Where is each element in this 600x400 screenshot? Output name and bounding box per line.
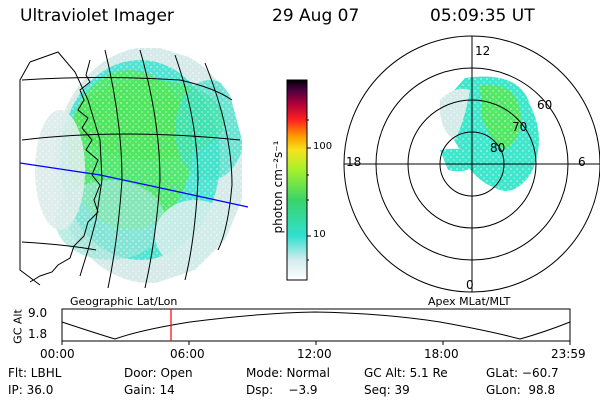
header-title: Ultraviolet Imager xyxy=(20,6,174,26)
info-ip: IP: 36.0 xyxy=(8,383,54,397)
altitude-ticks xyxy=(61,341,571,345)
info-seq: Seq: 39 xyxy=(364,383,410,397)
info-gain: Gain: 14 xyxy=(124,383,175,397)
altitude-tick-9: 9.0 xyxy=(28,306,48,320)
mlt-label-6: 6 xyxy=(578,155,586,169)
info-dsp: Dsp: −3.9 xyxy=(246,383,318,397)
time-tick-0000: 00:00 xyxy=(40,347,75,361)
colorbar-tick-100: 100 xyxy=(313,141,333,152)
apex-label: Apex MLat/MLT xyxy=(428,295,511,308)
info-glat: GLat: −60.7 xyxy=(486,366,559,380)
lat-label-80: 80 xyxy=(490,141,506,155)
info-gc-alt: GC Alt: 5.1 Re xyxy=(364,366,448,380)
lat-label-60: 60 xyxy=(537,98,553,112)
time-tick-2359: 23:59 xyxy=(551,347,586,361)
colorbar-tick-10: 10 xyxy=(313,229,326,240)
altitude-tick-1-8: 1.8 xyxy=(28,327,48,341)
altitude-plot-frame xyxy=(61,308,571,342)
altitude-curve xyxy=(61,311,571,340)
mlt-label-0: 0 xyxy=(466,278,474,292)
time-tick-1800: 18:00 xyxy=(424,347,459,361)
geographic-image xyxy=(20,48,242,290)
mlt-label-12: 12 xyxy=(475,44,491,58)
time-tick-0600: 06:00 xyxy=(170,347,205,361)
header-date: 29 Aug 07 xyxy=(272,6,360,26)
info-glon: GLon: 98.8 xyxy=(486,383,556,397)
geographic-label: Geographic Lat/Lon xyxy=(70,295,178,308)
info-flt: Flt: LBHL xyxy=(8,366,62,380)
geographic-grid xyxy=(19,49,241,289)
polar-grid xyxy=(343,35,600,293)
colorbar-unit-label: photon cm⁻²s⁻¹ xyxy=(271,140,285,234)
time-tick-1200: 12:00 xyxy=(297,347,332,361)
info-door: Door: Open xyxy=(124,366,193,380)
colorbar-ticks xyxy=(307,119,311,261)
lat-label-70: 70 xyxy=(512,120,528,134)
colorbar xyxy=(286,79,308,281)
coastline xyxy=(29,59,101,283)
mlt-label-18: 18 xyxy=(346,155,362,169)
terminator-line xyxy=(19,162,249,208)
altitude-axis-label: GC Alt xyxy=(11,309,25,344)
header-time: 05:09:35 UT xyxy=(430,6,535,26)
info-mode: Mode: Normal xyxy=(246,366,330,380)
